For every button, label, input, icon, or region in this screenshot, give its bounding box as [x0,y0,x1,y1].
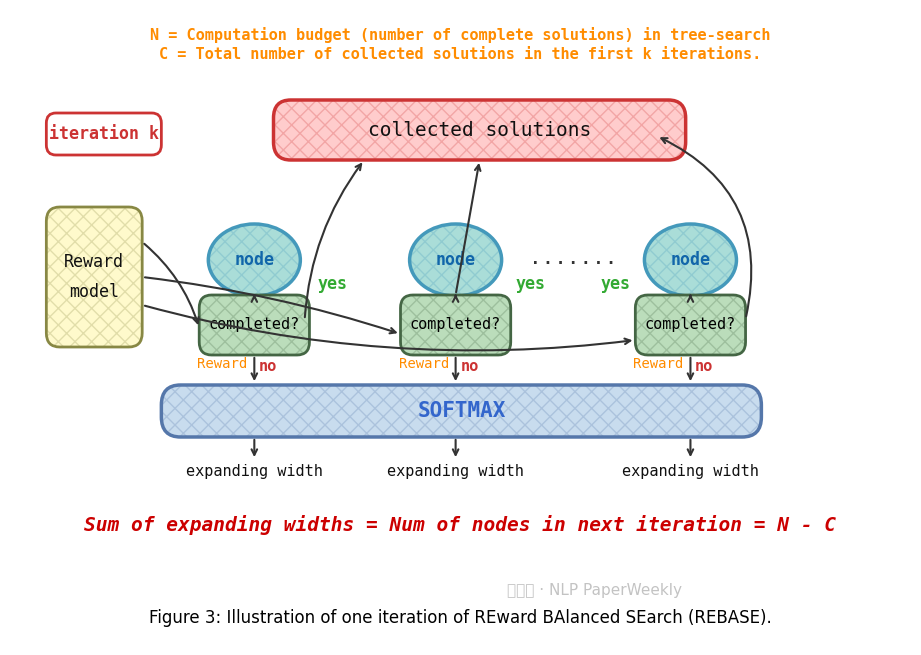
Text: yes: yes [600,275,631,293]
Text: iteration k: iteration k [49,125,158,143]
Ellipse shape [645,224,737,296]
Text: .......: ....... [529,248,617,268]
FancyBboxPatch shape [274,100,685,160]
Text: no: no [259,359,277,374]
FancyBboxPatch shape [635,295,746,355]
Text: Sum of expanding widths = Num of nodes in next iteration = N - C: Sum of expanding widths = Num of nodes i… [85,515,836,535]
FancyBboxPatch shape [401,295,511,355]
Text: Reward: Reward [399,357,449,371]
Text: node: node [436,251,475,269]
Ellipse shape [208,224,300,296]
Text: 公众号 · NLP PaperWeekly: 公众号 · NLP PaperWeekly [507,582,682,597]
Text: expanding width: expanding width [622,464,759,479]
Text: completed?: completed? [209,318,300,333]
Text: Reward: Reward [634,357,683,371]
Text: completed?: completed? [645,318,736,333]
Text: no: no [695,359,714,374]
Text: node: node [234,251,274,269]
Text: collected solutions: collected solutions [368,121,591,140]
Text: Figure 3: Illustration of one iteration of REward BAlanced SEarch (REBASE).: Figure 3: Illustration of one iteration … [149,609,772,627]
Text: completed?: completed? [410,318,501,333]
FancyBboxPatch shape [46,113,161,155]
Text: Reward
model: Reward model [64,253,124,301]
FancyBboxPatch shape [46,207,142,347]
Text: C = Total number of collected solutions in the first k iterations.: C = Total number of collected solutions … [159,47,762,62]
Text: node: node [670,251,710,269]
Text: no: no [460,359,479,374]
Text: expanding width: expanding width [186,464,322,479]
Text: expanding width: expanding width [387,464,524,479]
FancyBboxPatch shape [199,295,309,355]
FancyBboxPatch shape [161,385,762,437]
Text: Reward: Reward [197,357,248,371]
Text: N = Computation budget (number of complete solutions) in tree-search: N = Computation budget (number of comple… [150,27,771,43]
Text: yes: yes [516,275,545,293]
Ellipse shape [410,224,502,296]
Text: yes: yes [317,275,347,293]
Text: SOFTMAX: SOFTMAX [417,401,506,421]
